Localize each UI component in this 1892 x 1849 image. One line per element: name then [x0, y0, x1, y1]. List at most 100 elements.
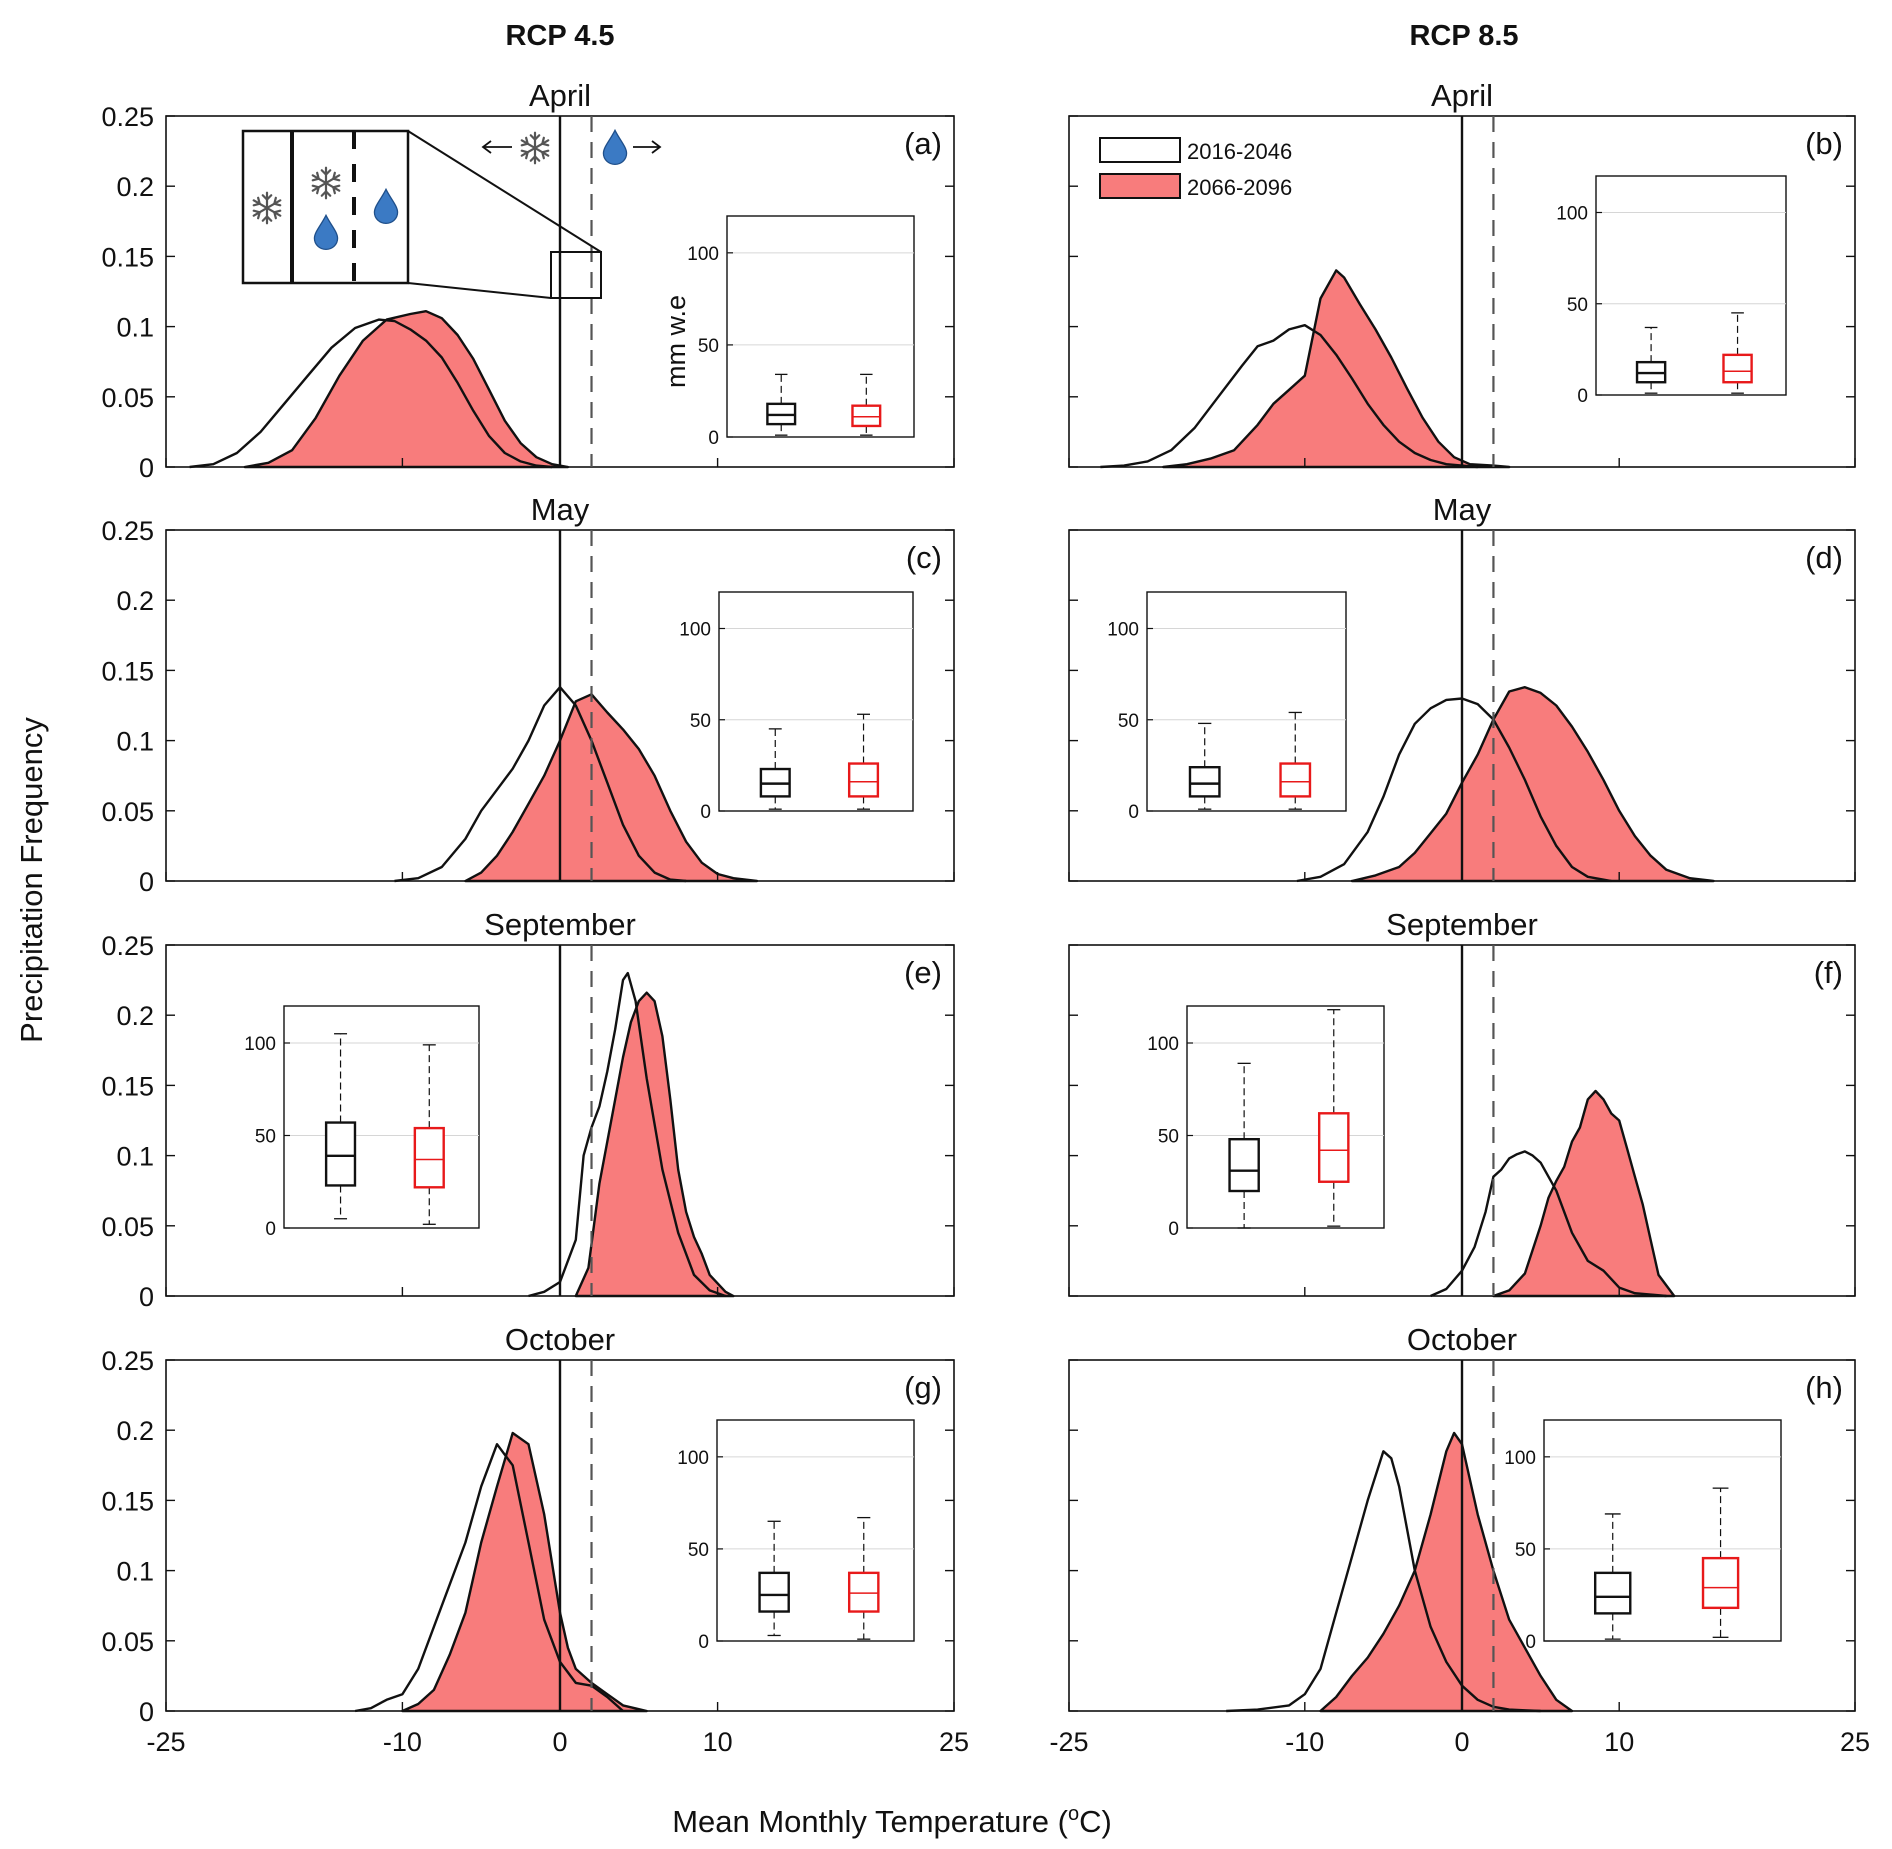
x-tick-label: 25 — [1840, 1727, 1870, 1757]
panel-title: October — [1407, 1322, 1517, 1357]
panel-letter: (a) — [904, 126, 942, 161]
future-density-area — [1162, 269, 1511, 469]
future-density-area — [1492, 1089, 1676, 1298]
y-tick-label: 0.05 — [101, 1627, 154, 1657]
panel-title: September — [1386, 907, 1538, 942]
y-tick-label: 0 — [139, 867, 154, 897]
inset-y-tick-label: 100 — [1556, 204, 1588, 225]
y-axis-label: Precipitation Frequency — [14, 717, 49, 1043]
inset-boxplot: 0 50 100 mm w.e — [661, 215, 915, 449]
box-hist — [324, 1033, 357, 1220]
hist-density-line — [1430, 1150, 1667, 1298]
x-tick-label: 0 — [552, 1727, 567, 1757]
inset-y-tick-label: 100 — [1147, 1034, 1179, 1055]
hist-density-line — [1100, 324, 1478, 469]
legend-label-future: 2066-2096 — [1187, 175, 1292, 200]
y-tick-label: 0.2 — [116, 172, 154, 202]
box-iqr — [847, 1571, 880, 1613]
panel-e: September 0 0.05 0.1 0.15 0.2 0.25 (e) 0 50 100 — [101, 907, 955, 1312]
inset-y-tick-label: 100 — [679, 620, 711, 641]
panel-g: October 0 0.05 0.1 0.15 0.2 0.25 -25 -10 0 10 25 (g)… — [101, 1322, 969, 1757]
hist-density-line — [394, 686, 687, 883]
inset-y-tick-label: 0 — [1525, 1632, 1536, 1653]
box-hist — [759, 728, 791, 810]
inset-boxplot: 0 50 100 — [244, 1005, 480, 1240]
legend-swatch-hist — [1099, 137, 1181, 163]
hist-density-line — [354, 1443, 624, 1713]
inset-y-tick-label: 0 — [265, 1219, 276, 1240]
y-tick-label: 0.05 — [101, 1212, 154, 1242]
inset-y-tick-label: 50 — [1118, 711, 1139, 732]
panel-letter: (d) — [1805, 540, 1843, 575]
y-tick-label: 0.1 — [116, 313, 154, 343]
inset-y-tick-label: 0 — [708, 428, 719, 449]
panel-title: April — [529, 78, 591, 113]
inset-boxplot: 0 50 100 — [1147, 1005, 1385, 1240]
panel-letter: (b) — [1805, 126, 1843, 161]
panel-title: May — [1433, 492, 1492, 527]
box-future — [847, 713, 880, 810]
inset-frame — [1543, 1419, 1782, 1642]
y-tick-label: 0.1 — [116, 727, 154, 757]
box-hist — [1228, 1062, 1260, 1229]
x-axis-label: Mean Monthly Temperature (oC) — [672, 1803, 1112, 1839]
box-iqr — [1593, 1571, 1632, 1615]
box-iqr — [1722, 353, 1753, 384]
future-density-area — [574, 991, 735, 1298]
box-iqr — [851, 404, 882, 428]
inset-y-tick-label: 100 — [1107, 620, 1139, 641]
legend: 2016-2046 2066-2096 — [1099, 137, 1292, 200]
inset-y-tick-label: 0 — [1128, 802, 1139, 823]
x-tick-label: 10 — [1604, 1727, 1634, 1757]
inset-frame — [726, 215, 915, 438]
hist-density-line — [528, 971, 726, 1298]
x-tick-label: -10 — [1285, 1727, 1324, 1757]
future-density-area — [1350, 686, 1715, 883]
zoom-region-box — [550, 251, 602, 299]
box-hist — [1593, 1513, 1632, 1640]
panel-letter: (f) — [1814, 955, 1843, 990]
panel-letter: (c) — [906, 540, 942, 575]
y-tick-label: 0.2 — [116, 1001, 154, 1031]
box-iqr — [1228, 1137, 1260, 1193]
hist-density-line — [189, 318, 553, 469]
inset-y-tick-label: 50 — [698, 336, 719, 357]
inset-frame — [1146, 591, 1347, 812]
y-tick-label: 0.2 — [116, 586, 154, 616]
panel-title: October — [505, 1322, 615, 1357]
y-tick-label: 0.25 — [101, 931, 154, 961]
panel-title: May — [531, 492, 590, 527]
inset-y-tick-label: 50 — [1158, 1127, 1179, 1148]
y-tick-label: 0 — [139, 453, 154, 483]
x-tick-label: -10 — [383, 1727, 422, 1757]
box-iqr — [1701, 1556, 1740, 1610]
box-future — [851, 373, 882, 436]
panel-title: September — [484, 907, 636, 942]
box-iqr — [1317, 1112, 1350, 1183]
y-tick-label: 0.1 — [116, 1557, 154, 1587]
x-tick-label: -25 — [146, 1727, 185, 1757]
x-axis-label-unit: C) — [1079, 1804, 1112, 1839]
arrow-icon — [481, 140, 492, 154]
y-tick-label: 0.15 — [101, 1486, 154, 1516]
box-hist — [758, 1520, 790, 1637]
y-tick-label: 0.2 — [116, 1416, 154, 1446]
box-iqr — [758, 1571, 790, 1613]
inset-y-tick-label: 50 — [1567, 295, 1588, 316]
panel-letter: (e) — [904, 955, 942, 990]
zoom-connector — [407, 130, 602, 253]
inset-y-tick-label: 0 — [698, 1632, 709, 1653]
y-tick-label: 0 — [139, 1697, 154, 1727]
inset-frame — [1186, 1005, 1385, 1229]
box-iqr — [1279, 762, 1312, 798]
panel-title: April — [1431, 78, 1493, 113]
panel-a: April 0 0.05 0.1 0.15 0.2 0.25 (a) 0 50 100 mm w.e — [101, 78, 955, 483]
inset-frame — [283, 1005, 480, 1229]
zoom-connector — [407, 282, 552, 299]
x-tick-label: 25 — [939, 1727, 969, 1757]
inset-y-tick-label: 0 — [1577, 386, 1588, 407]
inset-y-tick-label: 50 — [688, 1540, 709, 1561]
y-tick-label: 0.15 — [101, 242, 154, 272]
schematic-inset — [241, 129, 662, 299]
y-tick-label: 0.15 — [101, 656, 154, 686]
